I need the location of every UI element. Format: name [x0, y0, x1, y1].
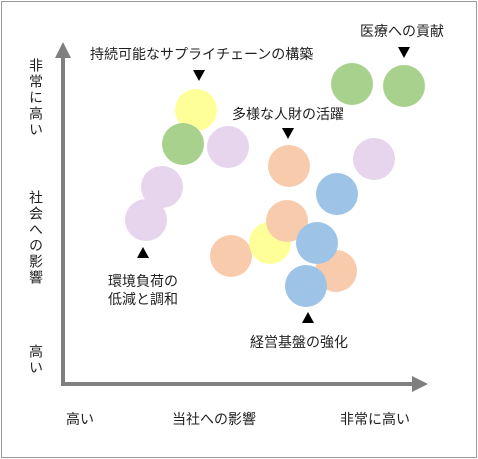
annotation: 経営基盤の強化 [250, 335, 348, 351]
annotation: 医療への貢献 [360, 24, 444, 40]
bubbles [125, 63, 425, 307]
bubble [162, 123, 204, 165]
annotation: 環境負荷の [108, 274, 178, 290]
bubble [175, 89, 217, 131]
pointer [282, 128, 294, 139]
bubble [285, 265, 327, 307]
pointer [302, 312, 314, 323]
bubble [268, 145, 310, 187]
y-low-label: 高い [27, 344, 43, 376]
bubble [266, 200, 308, 242]
x-high-label: 非常に高い [340, 412, 410, 428]
bubble [296, 222, 338, 264]
bubble [141, 166, 183, 208]
bubble [207, 126, 249, 168]
bubble [353, 138, 395, 180]
bubble [316, 173, 358, 215]
x-arrow [412, 376, 428, 392]
pointer [137, 247, 149, 258]
annotation: 多様な人財の活躍 [232, 107, 344, 123]
y-title: 社会への影響 [27, 190, 43, 286]
bubble [383, 65, 425, 107]
y-high-label: 非常に高い [27, 58, 43, 138]
pointer [398, 47, 410, 58]
annotation: 低減と調和 [108, 292, 178, 308]
annotation: 持続可能なサプライチェーンの構築 [90, 47, 314, 63]
x-low-label: 高い [66, 412, 94, 428]
bubble [331, 63, 373, 105]
pointers [137, 47, 410, 323]
bubble [125, 199, 167, 241]
bubble [210, 235, 252, 277]
pointer [193, 70, 205, 81]
y-arrow [55, 42, 71, 58]
x-title: 当社への影響 [172, 412, 256, 428]
